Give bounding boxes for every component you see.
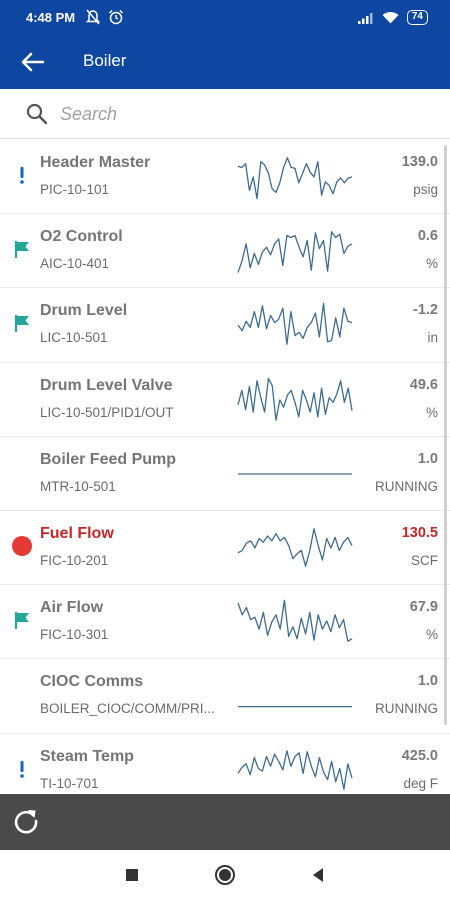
bell-muted-icon <box>86 9 100 25</box>
item-unit: in <box>427 330 438 346</box>
sparkline-path <box>237 749 353 790</box>
item-name: Drum Level <box>40 302 128 320</box>
item-tag: FIC-10-301 <box>40 627 109 643</box>
flag-icon <box>14 315 29 333</box>
list-item[interactable]: CIOC Comms BOILER_CIOC/COMM/PRI... 1.0 RUNN… <box>0 659 450 734</box>
item-name: Drum Level Valve <box>40 376 173 394</box>
flag-icon <box>14 241 29 259</box>
item-unit: % <box>425 256 438 272</box>
item-unit: SCF <box>411 552 438 568</box>
alarm-dot-icon <box>12 535 32 556</box>
trend-sparkline <box>237 599 353 642</box>
item-unit: % <box>425 404 438 420</box>
sparkline-path <box>237 303 353 346</box>
page-title: Boiler <box>83 51 127 70</box>
alarm-clock-icon <box>108 9 124 25</box>
item-name: CIOC Comms <box>40 673 144 691</box>
item-name: Boiler Feed Pump <box>40 450 177 468</box>
trend-sparkline <box>237 528 353 567</box>
search-input[interactable] <box>60 99 420 129</box>
list-scrollbar[interactable] <box>444 145 447 725</box>
list-item[interactable]: Steam Temp TI-10-701 425.0 deg F <box>0 733 450 794</box>
item-tag: LIC-10-501 <box>40 330 108 346</box>
trend-sparkline <box>238 706 352 708</box>
tag-list: Header Master PIC-10-101 139.0 psig O2 Contr… <box>0 140 450 794</box>
flag-icon <box>14 612 29 630</box>
item-name: Steam Temp <box>40 747 134 765</box>
trend-sparkline <box>237 303 353 346</box>
system-nav-bar <box>0 850 450 900</box>
item-value: -1.2 <box>413 302 438 319</box>
refresh-icon[interactable] <box>11 806 41 836</box>
item-unit: deg F <box>403 775 438 791</box>
sparkline-path <box>237 231 353 273</box>
item-value: 67.9 <box>409 599 438 616</box>
exclamation-icon <box>20 167 24 184</box>
item-tag: PIC-10-101 <box>40 182 110 197</box>
item-name: Header Master <box>40 154 151 171</box>
signal-icon <box>357 12 373 24</box>
trend-sparkline <box>237 377 353 421</box>
no-indicator <box>10 387 34 409</box>
item-tag: BOILER_CIOC/COMM/PRI... <box>40 701 215 717</box>
item-name: Fuel Flow <box>40 524 114 542</box>
arrow-back-icon[interactable] <box>20 49 46 75</box>
wifi-icon <box>382 12 399 24</box>
item-name: Air Flow <box>40 599 104 617</box>
item-value: 0.6 <box>417 228 438 245</box>
no-indicator <box>10 683 34 705</box>
item-tag: TI-10-701 <box>40 775 99 791</box>
item-tag: MTR-10-501 <box>40 478 116 494</box>
item-value: 425.0 <box>401 747 438 764</box>
circle-home-icon[interactable] <box>213 863 237 887</box>
square-icon[interactable] <box>120 863 144 887</box>
item-tag: FIC-10-201 <box>40 552 109 568</box>
status-time: 4:48 PM <box>26 10 76 25</box>
item-tag: AIC-10-401 <box>40 256 110 272</box>
item-unit: RUNNING <box>375 701 438 717</box>
item-unit: RUNNING <box>375 478 438 494</box>
sparkline-path <box>237 599 353 642</box>
list-item[interactable]: Header Master PIC-10-101 139.0 psig <box>0 140 450 215</box>
item-unit: % <box>425 627 438 643</box>
list-item[interactable]: O2 Control AIC-10-401 0.6% <box>0 214 450 289</box>
item-value: 139.0 <box>401 154 438 170</box>
battery-icon: 74 <box>406 10 428 25</box>
search-icon <box>26 103 48 125</box>
sparkline-path <box>237 528 353 567</box>
list-item[interactable]: Drum Level LIC-10-501 -1.2 in <box>0 288 450 363</box>
trend-sparkline <box>238 473 352 475</box>
item-name: O2 Control <box>40 228 123 246</box>
list-item[interactable]: Air Flow FIC-10-301 67.9% <box>0 585 450 660</box>
item-value: 49.6 <box>409 376 438 393</box>
list-item[interactable]: Boiler Feed Pump MTR-10-501 1.0 RUNNING <box>0 436 450 511</box>
list-item[interactable]: Drum Level Valve LIC-10-501/PID1/OUT 49.6% <box>0 362 450 437</box>
status-notifications <box>86 9 124 25</box>
no-indicator <box>10 461 34 483</box>
sparkline-path <box>237 377 353 421</box>
exclamation-icon <box>20 760 24 778</box>
bottom-toolbar <box>0 794 450 850</box>
status-bar: 4:48 PM 74 <box>0 0 450 36</box>
app-bar: Boiler <box>0 36 450 89</box>
search-bar <box>0 89 450 139</box>
list-item[interactable]: Fuel Flow FIC-10-201 130.5 SCF <box>0 510 450 586</box>
item-value: 1.0 <box>417 673 438 690</box>
item-tag: LIC-10-501/PID1/OUT <box>40 404 174 420</box>
item-unit: psig <box>413 182 438 197</box>
item-value: 1.0 <box>417 450 438 467</box>
trend-sparkline <box>237 231 353 273</box>
trend-sparkline <box>237 749 353 790</box>
triangle-back-icon[interactable] <box>306 863 330 887</box>
status-system-icons: 74 <box>357 10 428 25</box>
item-value: 130.5 <box>401 524 438 541</box>
trend-sparkline <box>237 157 353 200</box>
sparkline-path <box>237 157 353 200</box>
